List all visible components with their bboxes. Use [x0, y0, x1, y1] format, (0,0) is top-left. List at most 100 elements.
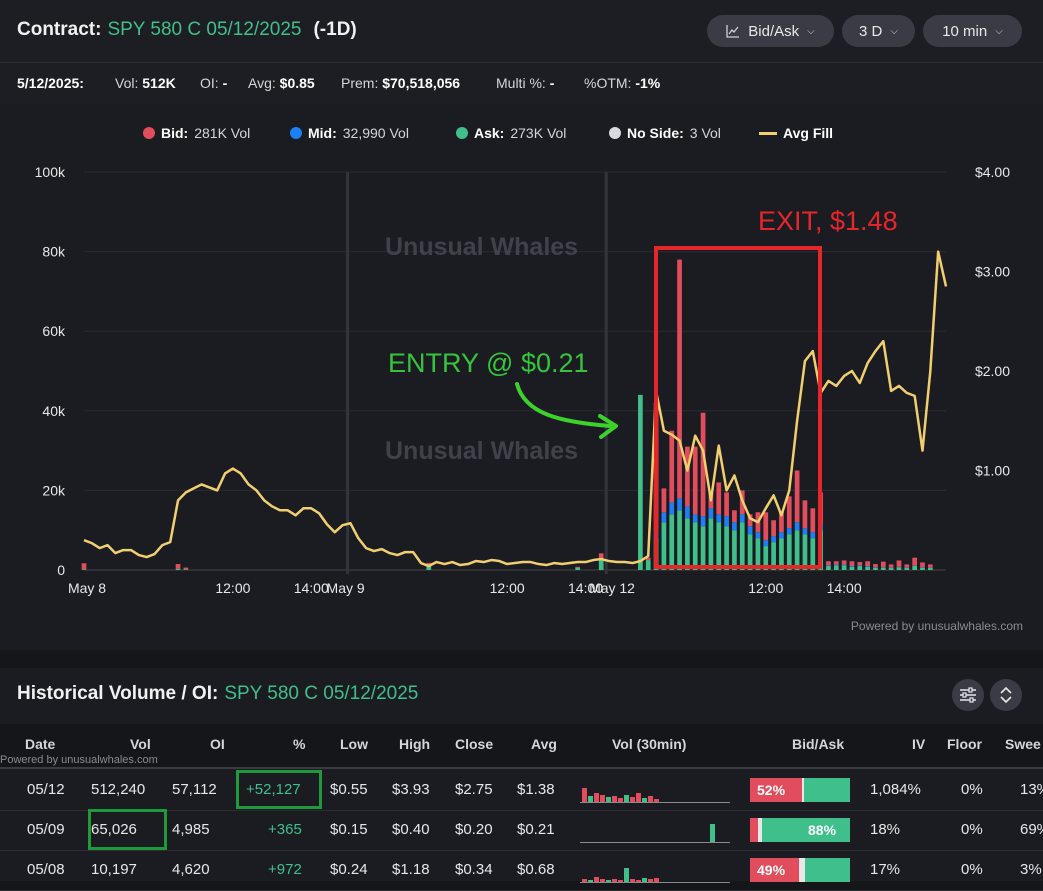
- entry-annotation: ENTRY @ $0.21: [388, 348, 589, 378]
- vol30-bar: [636, 793, 641, 802]
- col-avg[interactable]: Avg: [531, 736, 557, 752]
- cell-floor: 0%: [961, 861, 983, 878]
- mid-bar: [857, 565, 862, 566]
- ask-bar: [850, 567, 855, 570]
- bidask-bar: 49%: [750, 858, 850, 882]
- cell-close: $0.20: [455, 821, 493, 838]
- watermark-text: Unusual Whales: [385, 233, 578, 261]
- cell-oi: 4,620: [172, 861, 210, 878]
- sliders-icon: [959, 687, 977, 703]
- x-tick-label: 12:00: [215, 580, 250, 596]
- bid-bar: [82, 563, 87, 569]
- mid-bar: [677, 498, 682, 510]
- cell-oi-change: +972: [268, 861, 302, 878]
- bid-bar: [176, 564, 181, 569]
- vol30-bar: [600, 795, 605, 802]
- cell-low: $0.55: [330, 781, 368, 798]
- interval-dropdown[interactable]: 10 min ⌵: [923, 15, 1022, 47]
- ask-bar: [834, 565, 839, 570]
- ask-bar: [897, 567, 902, 570]
- bid-bar: [662, 488, 667, 512]
- bid-bar: [842, 560, 847, 564]
- col-floor[interactable]: Floor: [947, 736, 982, 752]
- mid-bar: [834, 564, 839, 565]
- ask-bar: [920, 568, 925, 570]
- cell-low: $0.24: [330, 861, 368, 878]
- ask-bar: [685, 518, 690, 570]
- bid-bar: [575, 567, 580, 568]
- chevron-down-icon: ⌵: [807, 26, 815, 37]
- col-sweep[interactable]: Swee: [1005, 736, 1041, 752]
- range-dropdown[interactable]: 3 D ⌵: [842, 15, 915, 47]
- vol30-bar: [606, 880, 611, 882]
- ask-bar: [693, 522, 698, 570]
- ask-portion: [804, 778, 850, 802]
- bid-bar: [771, 520, 776, 536]
- settings-sliders-button[interactable]: [952, 679, 984, 711]
- bidask-dropdown[interactable]: Bid/Ask ⌵: [707, 15, 834, 47]
- col-vol30[interactable]: Vol (30min): [612, 736, 686, 752]
- col-date[interactable]: Date: [25, 736, 55, 752]
- x-tick-label: May 9: [327, 580, 365, 596]
- col-vol[interactable]: Vol: [130, 736, 151, 752]
- col-oi[interactable]: OI: [210, 736, 225, 752]
- col-bidask[interactable]: Bid/Ask: [792, 736, 844, 752]
- x-tick-label: 14:00: [294, 580, 329, 596]
- mid-bar: [693, 514, 698, 522]
- vol30-bar: [594, 793, 599, 802]
- mid-bar: [865, 566, 870, 567]
- contract-title: Contract:SPY 580 C 05/12/2025(-1D): [17, 19, 357, 41]
- ask-bar: [677, 510, 682, 570]
- bid-bar: [716, 482, 721, 514]
- cell-iv: 18%: [870, 821, 900, 838]
- exit-annotation: EXIT, $1.48: [758, 206, 898, 236]
- contract-label: Contract:: [17, 19, 101, 40]
- mid-bar: [701, 516, 706, 526]
- cell-close: $0.34: [455, 861, 493, 878]
- ask-bar: [857, 566, 862, 570]
- col-high[interactable]: High: [399, 736, 430, 752]
- cell-date: 05/12: [27, 781, 65, 798]
- vol30-bar: [710, 824, 715, 842]
- bid-bar: [810, 508, 815, 532]
- ask-bar: [638, 395, 643, 570]
- interval-dropdown-label: 10 min: [942, 23, 987, 40]
- ask-bar: [889, 568, 894, 570]
- vol30-bar: [618, 798, 623, 802]
- col-iv[interactable]: IV: [912, 736, 925, 752]
- bidask-dropdown-label: Bid/Ask: [748, 23, 799, 40]
- contract-symbol[interactable]: SPY 580 C 05/12/2025: [107, 19, 301, 40]
- ask-bar: [795, 530, 800, 570]
- ask-bar: [748, 534, 753, 570]
- ask-portion: [805, 858, 850, 882]
- col-low[interactable]: Low: [340, 736, 368, 752]
- x-tick-label: May 8: [68, 580, 106, 596]
- volume-chart: 020k40k60k80k100k$1.00$2.00$3.00$4.00May…: [0, 104, 1043, 614]
- vol30-bar: [636, 880, 641, 882]
- oi-change-highlight: [236, 770, 322, 809]
- vol30-sparkline: [580, 856, 730, 884]
- stats-vol: Vol: 512K: [115, 75, 176, 91]
- col-close[interactable]: Close: [455, 736, 493, 752]
- cell-iv: 1,084%: [870, 781, 921, 798]
- vol30-bar: [630, 797, 635, 802]
- ask-bar: [787, 534, 792, 570]
- powered-by[interactable]: Powered by unusualwhales.com: [851, 619, 1023, 633]
- stats-multi: Multi %: -: [496, 75, 554, 91]
- mid-bar: [724, 516, 729, 526]
- ask-bar: [724, 526, 729, 570]
- ask-pct-label: 88%: [808, 822, 836, 838]
- ask-bar: [904, 568, 909, 570]
- vol30-bar: [612, 796, 617, 802]
- vol30-bar: [618, 880, 623, 882]
- cell-high: $0.40: [392, 821, 430, 838]
- ask-bar: [842, 565, 847, 570]
- col-change[interactable]: %: [293, 736, 305, 752]
- expand-collapse-button[interactable]: [990, 679, 1022, 711]
- bid-bar: [889, 564, 894, 567]
- bid-bar: [920, 562, 925, 567]
- y-right-tick-label: $2.00: [975, 363, 1010, 379]
- stats-oi: OI: -: [200, 75, 227, 91]
